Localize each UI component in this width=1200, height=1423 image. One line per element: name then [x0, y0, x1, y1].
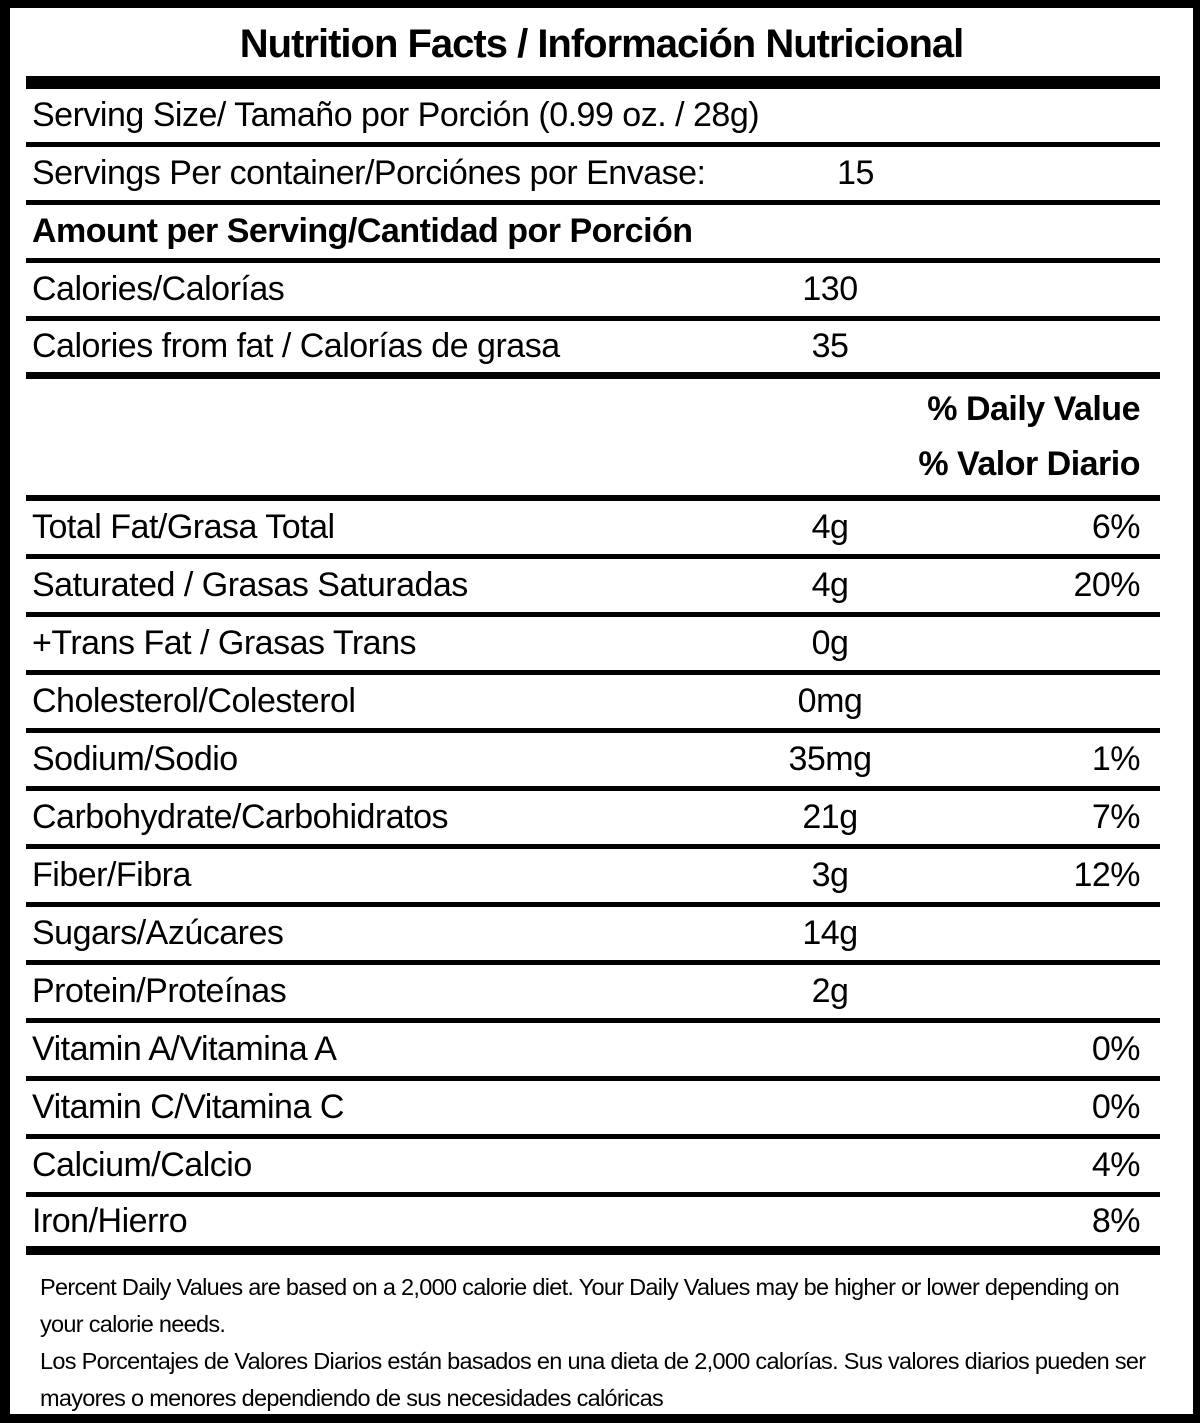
nutrient-value: 4g: [811, 566, 849, 604]
calories-row: Calories/Calorías 130: [26, 263, 1160, 321]
nutrient-row-carbohydrate: Carbohydrate/Carbohidratos 21g 7%: [26, 791, 1160, 849]
calories-from-fat-row: Calories from fat / Calorías de grasa 35: [26, 321, 1160, 379]
nutrient-pct: 6%: [1091, 508, 1141, 546]
label-header: Nutrition Facts / Información Nutriciona…: [10, 8, 1193, 76]
nutrient-row-trans-fat: +Trans Fat / Grasas Trans 0g: [26, 617, 1160, 675]
nutrient-label: +Trans Fat / Grasas Trans: [32, 624, 416, 662]
nutrient-row-fiber: Fiber/Fibra 3g 12%: [26, 849, 1160, 907]
nutrient-pct: 0%: [1091, 1088, 1141, 1126]
nutrient-label: Protein/Proteínas: [32, 972, 287, 1010]
nutrient-label: Sugars/Azúcares: [32, 914, 284, 952]
nutrient-label: Iron/Hierro: [32, 1202, 188, 1240]
daily-value-header-en: % Daily Value: [927, 390, 1140, 428]
servings-per-container-value: 15: [837, 154, 874, 192]
nutrient-row-sugars: Sugars/Azúcares 14g: [26, 907, 1160, 965]
nutrient-pct: 8%: [1091, 1202, 1141, 1240]
nutrient-value: 3g: [811, 856, 849, 894]
calories-label: Calories/Calorías: [32, 270, 285, 308]
nutrient-value: 14g: [802, 914, 858, 952]
nutrient-row-cholesterol: Cholesterol/Colesterol 0mg: [26, 675, 1160, 733]
nutrient-label: Carbohydrate/Carbohidratos: [32, 798, 449, 836]
nutrient-row-calcium: Calcium/Calcio 4%: [26, 1139, 1160, 1197]
footnote-english: Percent Daily Values are based on a 2,00…: [40, 1274, 1120, 1337]
nutrient-row-vitamin-c: Vitamin C/Vitamina C 0%: [26, 1081, 1160, 1139]
nutrient-row-sodium: Sodium/Sodio 35mg 1%: [26, 733, 1160, 791]
amount-per-serving-label: Amount per Serving/Cantidad por Porción: [32, 212, 693, 250]
nutrient-label: Total Fat/Grasa Total: [32, 508, 335, 546]
nutrient-pct: 0%: [1091, 1030, 1141, 1068]
nutrient-value: 2g: [811, 972, 849, 1010]
nutrient-label: Vitamin A/Vitamina A: [32, 1030, 337, 1068]
nutrient-row-total-fat: Total Fat/Grasa Total 4g 6%: [26, 501, 1160, 559]
nutrient-value: 21g: [802, 798, 858, 836]
calories-value: 130: [802, 270, 858, 308]
label-rows: Serving Size/ Tamaño por Porción (0.99 o…: [26, 89, 1160, 1255]
footnotes: Percent Daily Values are based on a 2,00…: [10, 1255, 1193, 1414]
nutrient-pct: 20%: [1073, 566, 1140, 604]
nutrient-label: Calcium/Calcio: [32, 1146, 252, 1184]
serving-size-label: Serving Size/ Tamaño por Porción (0.99 o…: [32, 96, 760, 134]
servings-per-container-label: Servings Per container/Porciónes por Env…: [32, 154, 706, 192]
nutrient-label: Sodium/Sodio: [32, 740, 238, 778]
nutrient-pct: 1%: [1091, 740, 1141, 778]
nutrient-label: Saturated / Grasas Saturadas: [32, 566, 468, 604]
nutrient-value: 35mg: [788, 740, 872, 778]
nutrient-label: Vitamin C/Vitamina C: [32, 1088, 344, 1126]
nutrient-pct: 4%: [1091, 1146, 1141, 1184]
nutrient-value: 4g: [811, 508, 849, 546]
nutrient-row-vitamin-a: Vitamin A/Vitamina A 0%: [26, 1023, 1160, 1081]
serving-size-row: Serving Size/ Tamaño por Porción (0.99 o…: [26, 89, 1160, 147]
nutrient-pct: 7%: [1091, 798, 1141, 836]
nutrient-pct: 12%: [1073, 856, 1140, 894]
footnote-spanish: Los Porcentajes de Valores Diarios están…: [40, 1348, 1146, 1411]
nutrient-row-protein: Protein/Proteínas 2g: [26, 965, 1160, 1023]
amount-per-serving-row: Amount per Serving/Cantidad por Porción: [26, 205, 1160, 263]
nutrient-row-saturated-fat: Saturated / Grasas Saturadas 4g 20%: [26, 559, 1160, 617]
label-title: Nutrition Facts / Información Nutriciona…: [239, 21, 964, 66]
nutrient-row-iron: Iron/Hierro 8%: [26, 1197, 1160, 1255]
calories-from-fat-label: Calories from fat / Calorías de grasa: [32, 327, 560, 365]
calories-from-fat-value: 35: [811, 327, 849, 365]
daily-value-header-es: % Valor Diario: [918, 445, 1140, 483]
daily-value-header: % Daily Value % Valor Diario: [26, 379, 1160, 501]
servings-per-container-row: Servings Per container/Porciónes por Env…: [26, 147, 1160, 205]
nutrient-value: 0mg: [797, 682, 863, 720]
nutrient-label: Cholesterol/Colesterol: [32, 682, 356, 720]
nutrient-value: 0g: [811, 624, 849, 662]
header-divider-bar: [26, 76, 1160, 89]
nutrient-label: Fiber/Fibra: [32, 856, 191, 894]
